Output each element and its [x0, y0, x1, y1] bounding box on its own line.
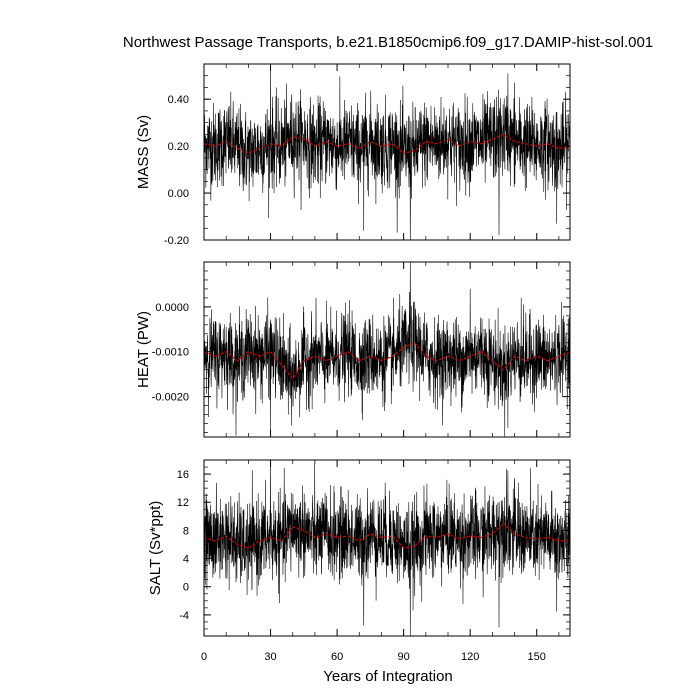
smoothed-series-line: [204, 133, 570, 154]
y-tick-label: 0: [183, 582, 189, 594]
y-tick-label: 16: [177, 469, 189, 481]
y-axis-label: HEAT (PW): [135, 311, 152, 388]
y-tick-label: 0.40: [168, 94, 189, 106]
y-tick-label: 8: [183, 525, 189, 537]
raw-series-line: [204, 262, 570, 437]
x-tick-label: 120: [461, 651, 479, 663]
y-tick-label: -0.20: [164, 235, 189, 247]
y-tick-label: 0.20: [168, 141, 189, 153]
panel-frame: [203, 261, 571, 438]
x-tick-label: 30: [264, 651, 276, 663]
y-axis-label: MASS (Sv): [135, 115, 152, 189]
y-tick-label: 0.00: [168, 188, 189, 200]
x-tick-label: 0: [201, 651, 207, 663]
y-tick-label: 0.0000: [155, 302, 189, 314]
y-tick-label: 12: [177, 497, 189, 509]
y-tick-label: -4: [179, 610, 189, 622]
y-axis-label: SALT (Sv*ppt): [147, 501, 164, 595]
x-tick-label: 90: [398, 651, 410, 663]
panel-frame: [203, 459, 571, 637]
panel-frame: [203, 63, 571, 241]
y-tick-label: -0.0020: [152, 392, 189, 404]
chart-title: Northwest Passage Transports, b.e21.B185…: [123, 34, 653, 51]
y-tick-label: 4: [183, 554, 189, 566]
x-axis: 0 30 60 90 120 150: [201, 651, 546, 663]
panels-group: -0.20 0.00 0.20 0.40 MASS (Sv) -0.0020 -0.0010…: [135, 63, 571, 637]
raw-series-line: [204, 64, 570, 240]
x-tick-label: 150: [528, 651, 546, 663]
x-tick-label: 60: [331, 651, 343, 663]
panel-3: -4 0 4 8 12 16 SALT (Sv*ppt): [147, 459, 571, 637]
smoothed-series-line: [204, 342, 570, 380]
smoothed-series-line: [204, 522, 570, 549]
y-tick-label: -0.0010: [152, 347, 189, 359]
raw-series-line: [204, 460, 570, 636]
x-axis-label: Years of Integration: [323, 668, 453, 685]
panel-1: -0.20 0.00 0.20 0.40 MASS (Sv): [135, 63, 571, 247]
